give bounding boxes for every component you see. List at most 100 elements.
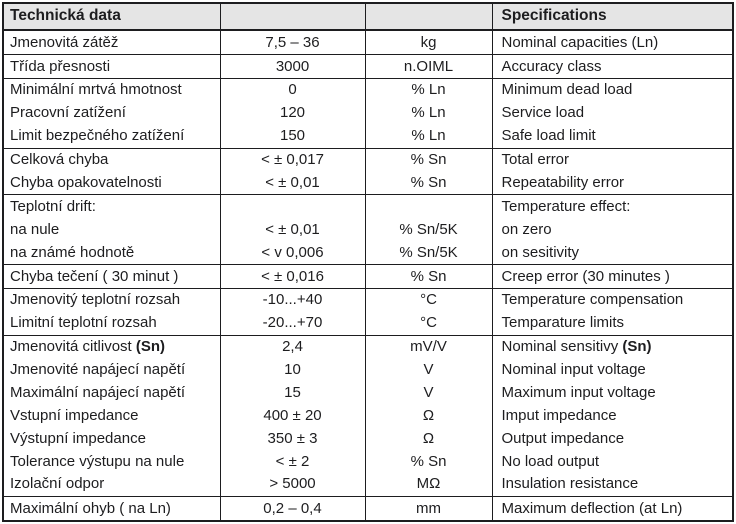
english-label-cell-text: on sesitivity xyxy=(501,243,580,261)
unit-cell-text: % Ln xyxy=(411,127,446,145)
czech-label-cell: Minimální mrtvá hmotnost xyxy=(3,78,220,102)
czech-label-cell-bold-text: (Sn) xyxy=(135,338,166,356)
unit-cell: % Ln xyxy=(364,124,492,149)
value-cell: < ± 0,01 xyxy=(219,218,365,242)
value-cell: < ± 0,017 xyxy=(219,148,365,172)
unit-cell: % Sn xyxy=(364,264,492,289)
unit-cell: n.OIML xyxy=(364,54,492,79)
czech-label-cell: Limitní teplotní rozsah xyxy=(3,311,220,336)
czech-label-cell: Jmenovitá citlivost (Sn) xyxy=(3,335,220,359)
czech-label-cell-text: Minimální mrtvá hmotnost xyxy=(10,81,182,99)
table-row: Minimální mrtvá hmotnost 0 % Ln Minimum dea… xyxy=(3,78,733,102)
unit-cell-text: V xyxy=(423,383,434,401)
value-cell-text: 0,2 – 0,4 xyxy=(263,499,322,517)
table-row: Limit bezpečného zatížení 150 % Ln Safe loa… xyxy=(3,124,733,149)
value-cell-text: < ± 0,01 xyxy=(265,220,320,238)
value-cell-text: 7,5 – 36 xyxy=(265,33,320,51)
value-cell: < ± 0,016 xyxy=(219,264,365,289)
czech-label-cell: Chyba opakovatelnosti xyxy=(3,171,220,196)
table-row: Pracovní zatížení 120 % Ln Service load xyxy=(3,101,733,125)
value-cell-text: < ± 0,01 xyxy=(265,173,320,191)
czech-label-cell: Maximální ohyb ( na Ln) xyxy=(3,496,220,521)
table-row: Chyba tečení ( 30 minut ) < ± 0,016 % Sn Cr… xyxy=(3,264,733,289)
english-label-cell-text: Output impedance xyxy=(501,429,625,447)
unit-cell: % Sn/5K xyxy=(364,241,492,265)
value-cell: 3000 xyxy=(219,54,365,79)
table-row: Limitní teplotní rozsah -20...+70 °C Tempar… xyxy=(3,311,733,336)
english-label-cell-text: Total error xyxy=(501,151,570,169)
value-cell: < ± 2 xyxy=(219,450,365,473)
unit-cell-text: Ω xyxy=(422,406,435,424)
unit-cell-text: mV/V xyxy=(410,338,447,356)
unit-cell-text: °C xyxy=(420,314,437,332)
czech-label-cell: Tolerance výstupu na nule xyxy=(3,450,220,473)
unit-cell: Ω xyxy=(364,404,492,428)
czech-label-cell: na známé hodnotě xyxy=(3,241,220,265)
czech-label-cell-text: Maximální napájecí napětí xyxy=(10,383,186,401)
czech-label-cell: Izolační odpor xyxy=(3,472,220,497)
value-cell: 0,2 – 0,4 xyxy=(219,496,365,521)
value-cell: -20...+70 xyxy=(219,311,365,336)
table-row: Teplotní drift: Temperature effect: xyxy=(3,194,733,219)
english-label-cell: Minimum dead load xyxy=(491,78,733,102)
table-row: Chyba opakovatelnosti < ± 0,01 % Sn Repeata… xyxy=(3,171,733,196)
unit-cell-text: % Sn xyxy=(410,173,447,191)
english-label-cell-text: Temperature effect: xyxy=(501,197,631,215)
english-label-cell: Insulation resistance xyxy=(491,472,733,497)
value-cell-text: < ± 0,017 xyxy=(261,151,324,169)
czech-label-cell-text: Jmenovité napájecí napětí xyxy=(10,361,186,379)
unit-cell-text: V xyxy=(423,361,434,379)
unit-cell: V xyxy=(364,358,492,382)
english-label-cell-text: No load output xyxy=(501,452,600,470)
value-cell: 15 xyxy=(219,381,365,405)
unit-cell-text: % Sn xyxy=(410,267,447,285)
english-label-cell-text: Nominal capacities (Ln) xyxy=(501,33,659,51)
english-label-cell: Service load xyxy=(491,101,733,125)
unit-cell: % Sn xyxy=(364,171,492,196)
czech-label-cell-text: Třída přesnosti xyxy=(10,57,111,75)
czech-label-cell-text: Jmenovitá citlivost xyxy=(10,338,136,356)
value-cell: > 5000 xyxy=(219,472,365,497)
czech-label-cell: Třída přesnosti xyxy=(3,54,220,79)
value-cell-text: 0 xyxy=(288,81,297,99)
czech-label-cell-text: Výstupní impedance xyxy=(10,429,146,447)
czech-label-cell: Výstupní impedance xyxy=(3,427,220,451)
unit-cell-text: % Sn/5K xyxy=(399,220,458,238)
czech-label-cell-text: Izolační odpor xyxy=(10,475,105,493)
unit-cell: V xyxy=(364,381,492,405)
unit-cell: Ω xyxy=(364,427,492,451)
czech-label-cell: Maximální napájecí napětí xyxy=(3,381,220,405)
czech-label-cell: Teplotní drift: xyxy=(3,194,220,219)
english-label-cell-text: Safe load limit xyxy=(501,127,596,145)
english-label-cell-text: Maximum input voltage xyxy=(501,383,656,401)
value-cell: < v 0,006 xyxy=(219,241,365,265)
unit-cell: °C xyxy=(364,311,492,336)
english-label-cell: Temparature limits xyxy=(491,311,733,336)
table-row: Třída přesnosti 3000 n.OIML Accuracy class xyxy=(3,54,733,79)
english-label-cell: Nominal sensitivy (Sn) xyxy=(491,335,733,359)
value-cell: 400 ± 20 xyxy=(219,404,365,428)
czech-label-cell-text: Teplotní drift: xyxy=(10,197,96,215)
english-label-cell: Total error xyxy=(491,148,733,172)
unit-cell: % Sn xyxy=(364,450,492,473)
unit-cell-text: MΩ xyxy=(416,475,441,493)
english-label-cell: No load output xyxy=(491,450,733,473)
english-label-cell: Creep error (30 minutes ) xyxy=(491,264,733,289)
czech-label-cell-text: na nule xyxy=(10,220,60,238)
unit-cell-text: °C xyxy=(420,291,437,309)
unit-cell-text: mm xyxy=(416,499,441,517)
unit-cell: kg xyxy=(364,30,492,55)
english-label-cell-text: Nominal sensitivy xyxy=(501,338,623,356)
value-cell: 350 ± 3 xyxy=(219,427,365,451)
czech-label-cell-text: Vstupní impedance xyxy=(10,406,139,424)
english-label-cell: Output impedance xyxy=(491,427,733,451)
czech-label-cell: Limit bezpečného zatížení xyxy=(3,124,220,149)
english-label-cell-text: Temparature limits xyxy=(501,314,625,332)
czech-label-cell-text: Jmenovitá zátěž xyxy=(10,33,119,51)
table-row: Jmenovitá citlivost (Sn) 2,4 mV/V Nominal s… xyxy=(3,335,733,359)
unit-cell-text: n.OIML xyxy=(403,57,454,75)
czech-label-cell: Pracovní zatížení xyxy=(3,101,220,125)
unit-cell: mm xyxy=(364,496,492,521)
